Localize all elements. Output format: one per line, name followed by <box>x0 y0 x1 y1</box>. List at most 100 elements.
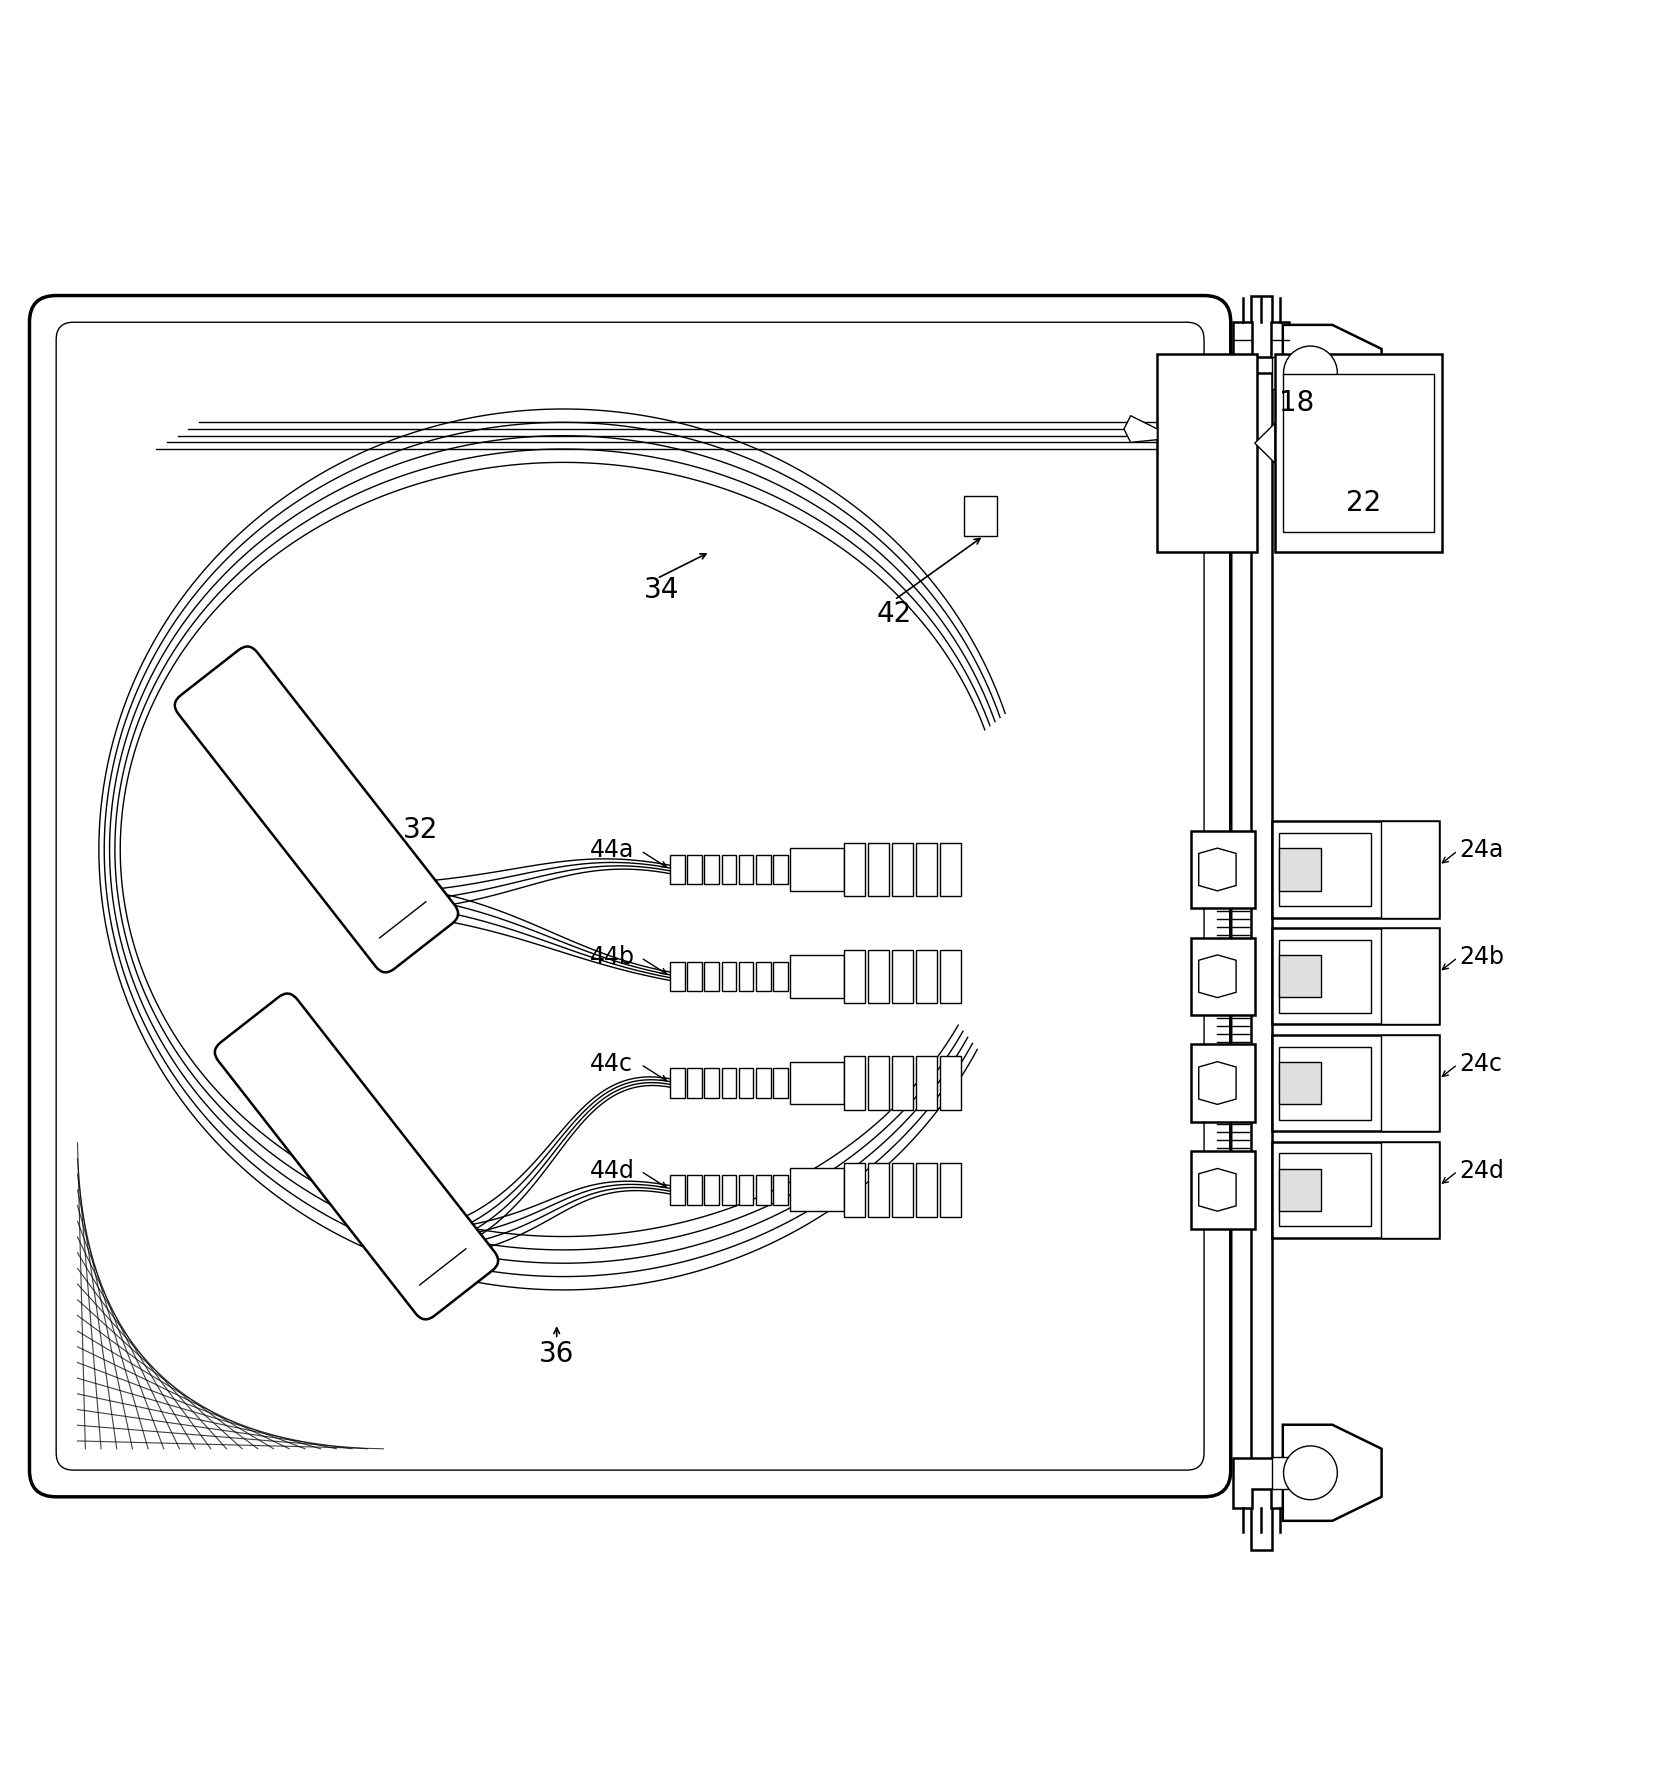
Text: 24b: 24b <box>1459 945 1502 968</box>
Text: 32: 32 <box>403 815 438 844</box>
Bar <box>1271 822 1439 918</box>
Polygon shape <box>1282 326 1380 422</box>
Bar <box>1190 938 1255 1015</box>
Bar <box>773 856 788 885</box>
Bar <box>1278 849 1320 892</box>
Bar <box>1282 376 1432 532</box>
Bar <box>790 1169 843 1212</box>
Bar <box>669 856 684 885</box>
Bar <box>1278 1169 1320 1210</box>
Bar <box>1250 295 1271 1550</box>
Bar <box>1380 1036 1439 1132</box>
Bar <box>1156 354 1256 552</box>
Text: 36: 36 <box>539 1339 574 1367</box>
Bar <box>892 1164 912 1218</box>
Bar <box>1190 831 1255 908</box>
Bar <box>721 1175 736 1205</box>
Bar <box>704 1175 719 1205</box>
Bar <box>688 961 701 991</box>
Bar <box>1271 1458 1288 1488</box>
Bar <box>1278 956 1320 999</box>
Bar <box>1380 822 1439 918</box>
Bar <box>1278 1153 1370 1226</box>
Bar <box>738 1068 753 1098</box>
Bar <box>756 856 770 885</box>
Bar <box>843 844 865 897</box>
Bar <box>1271 929 1439 1025</box>
Bar <box>867 1164 888 1218</box>
Polygon shape <box>1282 1426 1380 1520</box>
Bar <box>915 844 937 897</box>
Bar <box>964 497 997 536</box>
Bar <box>1271 1143 1439 1239</box>
Polygon shape <box>1255 424 1275 463</box>
Bar <box>843 1164 865 1218</box>
Bar <box>1190 1045 1255 1121</box>
Bar <box>773 961 788 991</box>
Bar <box>721 856 736 885</box>
Bar <box>843 951 865 1004</box>
Bar <box>915 1057 937 1111</box>
Text: 34: 34 <box>642 577 679 603</box>
Bar <box>669 1175 684 1205</box>
Text: 24c: 24c <box>1459 1052 1501 1075</box>
Bar <box>1190 1152 1255 1228</box>
Text: 44a: 44a <box>589 838 634 862</box>
FancyBboxPatch shape <box>174 648 458 974</box>
Bar <box>790 1063 843 1105</box>
Text: 22: 22 <box>1345 490 1380 518</box>
Bar <box>773 1175 788 1205</box>
Bar <box>939 1057 960 1111</box>
Bar <box>704 856 719 885</box>
Text: 42: 42 <box>877 600 912 628</box>
Polygon shape <box>1198 849 1235 892</box>
Polygon shape <box>1233 1458 1288 1508</box>
Text: 44d: 44d <box>589 1159 634 1182</box>
Bar <box>756 961 770 991</box>
Polygon shape <box>1123 417 1156 443</box>
Bar <box>915 951 937 1004</box>
Bar <box>704 1068 719 1098</box>
Bar <box>1278 833 1370 906</box>
Bar <box>669 1068 684 1098</box>
Bar <box>721 1068 736 1098</box>
Bar <box>738 1175 753 1205</box>
Text: 18: 18 <box>1278 390 1313 417</box>
Bar <box>1380 929 1439 1025</box>
Circle shape <box>1283 347 1337 400</box>
Bar <box>1278 1047 1370 1120</box>
Bar <box>669 961 684 991</box>
Bar <box>1278 1063 1320 1105</box>
Bar <box>892 844 912 897</box>
Bar <box>704 961 719 991</box>
Bar <box>688 856 701 885</box>
Bar <box>688 1175 701 1205</box>
FancyBboxPatch shape <box>214 993 499 1319</box>
Polygon shape <box>1198 1169 1235 1212</box>
Bar <box>688 1068 701 1098</box>
Bar <box>892 1057 912 1111</box>
Text: 44c: 44c <box>589 1052 632 1075</box>
Text: 24a: 24a <box>1459 838 1502 862</box>
Bar <box>756 1068 770 1098</box>
Circle shape <box>1283 1445 1337 1501</box>
FancyBboxPatch shape <box>30 295 1230 1497</box>
Bar <box>1278 940 1370 1013</box>
Bar <box>756 1175 770 1205</box>
Bar <box>1380 1143 1439 1239</box>
Text: 24d: 24d <box>1459 1159 1502 1182</box>
Bar <box>892 951 912 1004</box>
Bar <box>939 951 960 1004</box>
Bar <box>939 844 960 897</box>
Bar <box>1275 354 1440 552</box>
Bar <box>738 961 753 991</box>
Bar <box>915 1164 937 1218</box>
Text: 44b: 44b <box>589 945 634 968</box>
Bar <box>790 849 843 892</box>
Bar <box>738 856 753 885</box>
Bar <box>867 844 888 897</box>
Bar <box>790 956 843 999</box>
Polygon shape <box>1198 956 1235 999</box>
Bar <box>867 951 888 1004</box>
Bar <box>721 961 736 991</box>
